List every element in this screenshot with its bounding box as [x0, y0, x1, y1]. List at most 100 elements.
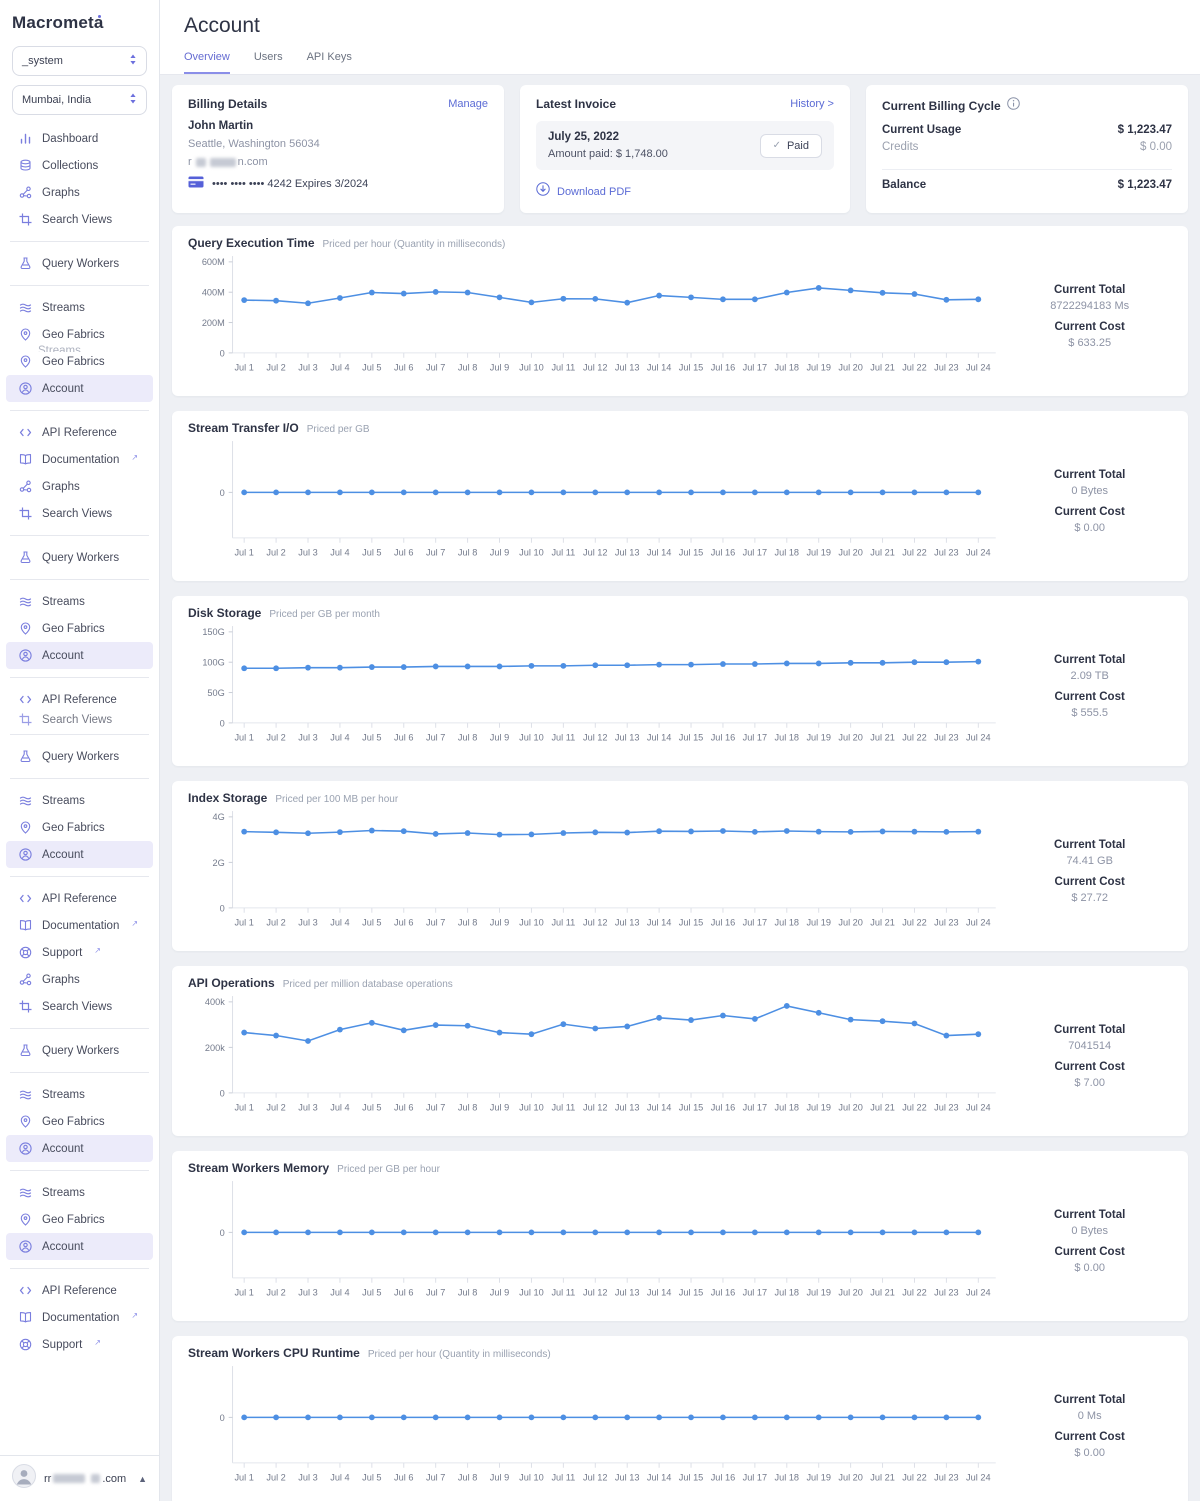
svg-text:Jul 3: Jul 3: [298, 547, 317, 557]
sidebar-item-geo-fabrics[interactable]: Geo Fabrics: [6, 1108, 153, 1135]
svg-text:Jul 5: Jul 5: [362, 1472, 381, 1482]
sidebar-divider: [10, 677, 149, 678]
sidebar-item-api-reference[interactable]: API Reference: [6, 686, 153, 713]
svg-text:Jul 13: Jul 13: [615, 1287, 640, 1297]
sidebar-item-graphs[interactable]: Graphs: [6, 179, 153, 206]
query-workers-icon: [18, 551, 32, 565]
sidebar-item-streams[interactable]: Streams: [6, 1081, 153, 1108]
line-chart: 0 Jul 1 Jul 2 Jul 3 Jul 4 Jul 5 Jul 6 Jul 7 Jul …: [220, 1366, 996, 1482]
account-overview-content: Billing Details Manage John Martin Seatt…: [160, 75, 1200, 1501]
user-email: rr .com: [44, 1472, 127, 1485]
sidebar-item-graphs[interactable]: Graphs: [6, 966, 153, 993]
invoice-history-link[interactable]: History >: [790, 98, 834, 110]
tab-overview[interactable]: Overview: [184, 51, 230, 74]
sidebar-item-search-views[interactable]: Search Views: [6, 713, 153, 726]
sidebar-item-dashboard[interactable]: Dashboard: [6, 125, 153, 152]
download-pdf-link[interactable]: Download PDF: [536, 182, 834, 201]
sidebar-item-geo-fabrics[interactable]: Geo Fabrics: [6, 1206, 153, 1233]
svg-text:Jul 2: Jul 2: [266, 732, 285, 742]
sidebar-item-geo-fabrics[interactable]: Geo Fabrics: [6, 814, 153, 841]
sidebar-item-api-reference[interactable]: API Reference: [6, 885, 153, 912]
svg-text:Jul 8: Jul 8: [458, 732, 477, 742]
graphs-icon: [18, 480, 32, 494]
tab-api-keys[interactable]: API Keys: [306, 51, 352, 63]
sidebar-item-label: Support: [42, 1338, 83, 1351]
search-views-icon: [18, 713, 32, 726]
sidebar-item-support[interactable]: Support ↗: [6, 939, 153, 966]
sidebar-nav: Dashboard Collections Graphs Search Views Qu…: [0, 125, 159, 1455]
tab-bar: Overview Users API Keys: [184, 51, 1176, 74]
sidebar-item-geo-fabrics[interactable]: Geo Fabrics: [6, 348, 153, 375]
svg-text:Jul 23: Jul 23: [934, 917, 959, 927]
svg-text:Jul 23: Jul 23: [934, 1287, 959, 1297]
sidebar-item-label: Query Workers: [42, 750, 120, 763]
sidebar-item-streams[interactable]: Streams: [6, 588, 153, 615]
paid-status-button[interactable]: ✓ Paid: [759, 133, 822, 158]
download-icon: [536, 182, 550, 201]
current-cost-value: $ 555.5: [1071, 707, 1109, 719]
svg-text:Jul 22: Jul 22: [902, 1472, 927, 1482]
api-reference-icon: [18, 892, 32, 906]
billing-address: Seattle, Washington 56034: [188, 138, 320, 150]
sidebar-item-account[interactable]: Account: [6, 375, 153, 402]
sidebar-item-query-workers[interactable]: Query Workers: [6, 250, 153, 277]
credits-label: Credits: [882, 141, 919, 153]
sidebar-divider: [10, 734, 149, 735]
svg-text:Jul 17: Jul 17: [743, 1287, 768, 1297]
sidebar-item-account[interactable]: Account: [6, 1233, 153, 1260]
sidebar-item-streams[interactable]: Streams: [6, 1179, 153, 1206]
svg-text:Jul 2: Jul 2: [266, 917, 285, 927]
query-workers-icon: [18, 257, 32, 271]
line-chart: 0 50G 100G 150G Jul 1 Jul 2 Jul 3 Jul 4 Jul 5 Jul…: [202, 626, 996, 742]
sidebar-item-search-views[interactable]: Search Views: [6, 206, 153, 233]
current-cost-label: Current Cost: [1054, 1246, 1125, 1258]
chart-card-stream-workers-cpu-runtime: Stream Workers CPU Runtime Priced per ho…: [172, 1336, 1188, 1501]
svg-text:Jul 18: Jul 18: [775, 732, 800, 742]
sidebar-item-api-reference[interactable]: API Reference: [6, 1277, 153, 1304]
caret-up-icon[interactable]: ▲: [138, 1473, 147, 1484]
svg-text:Jul 10: Jul 10: [519, 732, 544, 742]
sidebar-item-support[interactable]: Support ↗: [6, 1331, 153, 1358]
manage-billing-link[interactable]: Manage: [448, 98, 488, 110]
sidebar-item-label: API Reference: [42, 693, 117, 706]
sidebar-item-api-reference[interactable]: API Reference: [6, 419, 153, 446]
sidebar-item-label: Geo Fabrics: [42, 355, 105, 368]
fabric-select[interactable]: _system: [12, 46, 147, 76]
billing-card-row: •••• •••• •••• 4242 Expires 3/2024: [188, 176, 488, 191]
svg-text:Jul 11: Jul 11: [551, 732, 575, 742]
svg-text:Jul 9: Jul 9: [490, 917, 509, 927]
svg-text:Jul 19: Jul 19: [806, 917, 831, 927]
sidebar-item-account[interactable]: Account: [6, 642, 153, 669]
info-icon[interactable]: [1006, 97, 1020, 115]
sidebar-item-streams[interactable]: Streams: [6, 787, 153, 814]
sidebar-item-geo-fabrics[interactable]: Geo Fabrics Streams: [6, 321, 153, 352]
sidebar-item-search-views[interactable]: Search Views: [6, 993, 153, 1020]
chart-stats: Current Total 0 Ms Current Cost $ 0.00: [1007, 1346, 1172, 1498]
svg-text:Jul 24: Jul 24: [966, 547, 991, 557]
svg-text:Jul 21: Jul 21: [870, 917, 895, 927]
sidebar-item-graphs[interactable]: Graphs: [6, 473, 153, 500]
current-cost-value: $ 0.00: [1074, 1447, 1105, 1459]
tab-users[interactable]: Users: [253, 51, 283, 63]
sidebar-item-documentation[interactable]: Documentation ↗: [6, 446, 153, 473]
svg-text:Jul 2: Jul 2: [266, 547, 285, 557]
sidebar-item-geo-fabrics[interactable]: Geo Fabrics: [6, 615, 153, 642]
sidebar-item-collections[interactable]: Collections: [6, 152, 153, 179]
sidebar-item-documentation[interactable]: Documentation ↗: [6, 912, 153, 939]
sidebar-item-documentation[interactable]: Documentation ↗: [6, 1304, 153, 1331]
sidebar-item-account[interactable]: Account: [6, 1135, 153, 1162]
sidebar-item-query-workers[interactable]: Query Workers: [6, 743, 153, 770]
geo-fabrics-icon: [18, 821, 32, 835]
sidebar-item-label: Streams: [42, 1088, 85, 1101]
sidebar-item-search-views[interactable]: Search Views: [6, 500, 153, 527]
avatar: [12, 1464, 36, 1493]
sidebar-item-query-workers[interactable]: Query Workers: [6, 1037, 153, 1064]
sidebar-item-account[interactable]: Account: [6, 841, 153, 868]
chart-title: Stream Workers CPU Runtime: [188, 1346, 360, 1360]
billing-name: John Martin: [188, 120, 254, 132]
user-menu[interactable]: rr .com ▲: [0, 1455, 159, 1501]
sidebar-item-streams[interactable]: Streams: [6, 294, 153, 321]
region-select[interactable]: Mumbai, India: [12, 85, 147, 115]
sidebar-item-query-workers[interactable]: Query Workers: [6, 544, 153, 571]
svg-text:0: 0: [220, 488, 225, 498]
